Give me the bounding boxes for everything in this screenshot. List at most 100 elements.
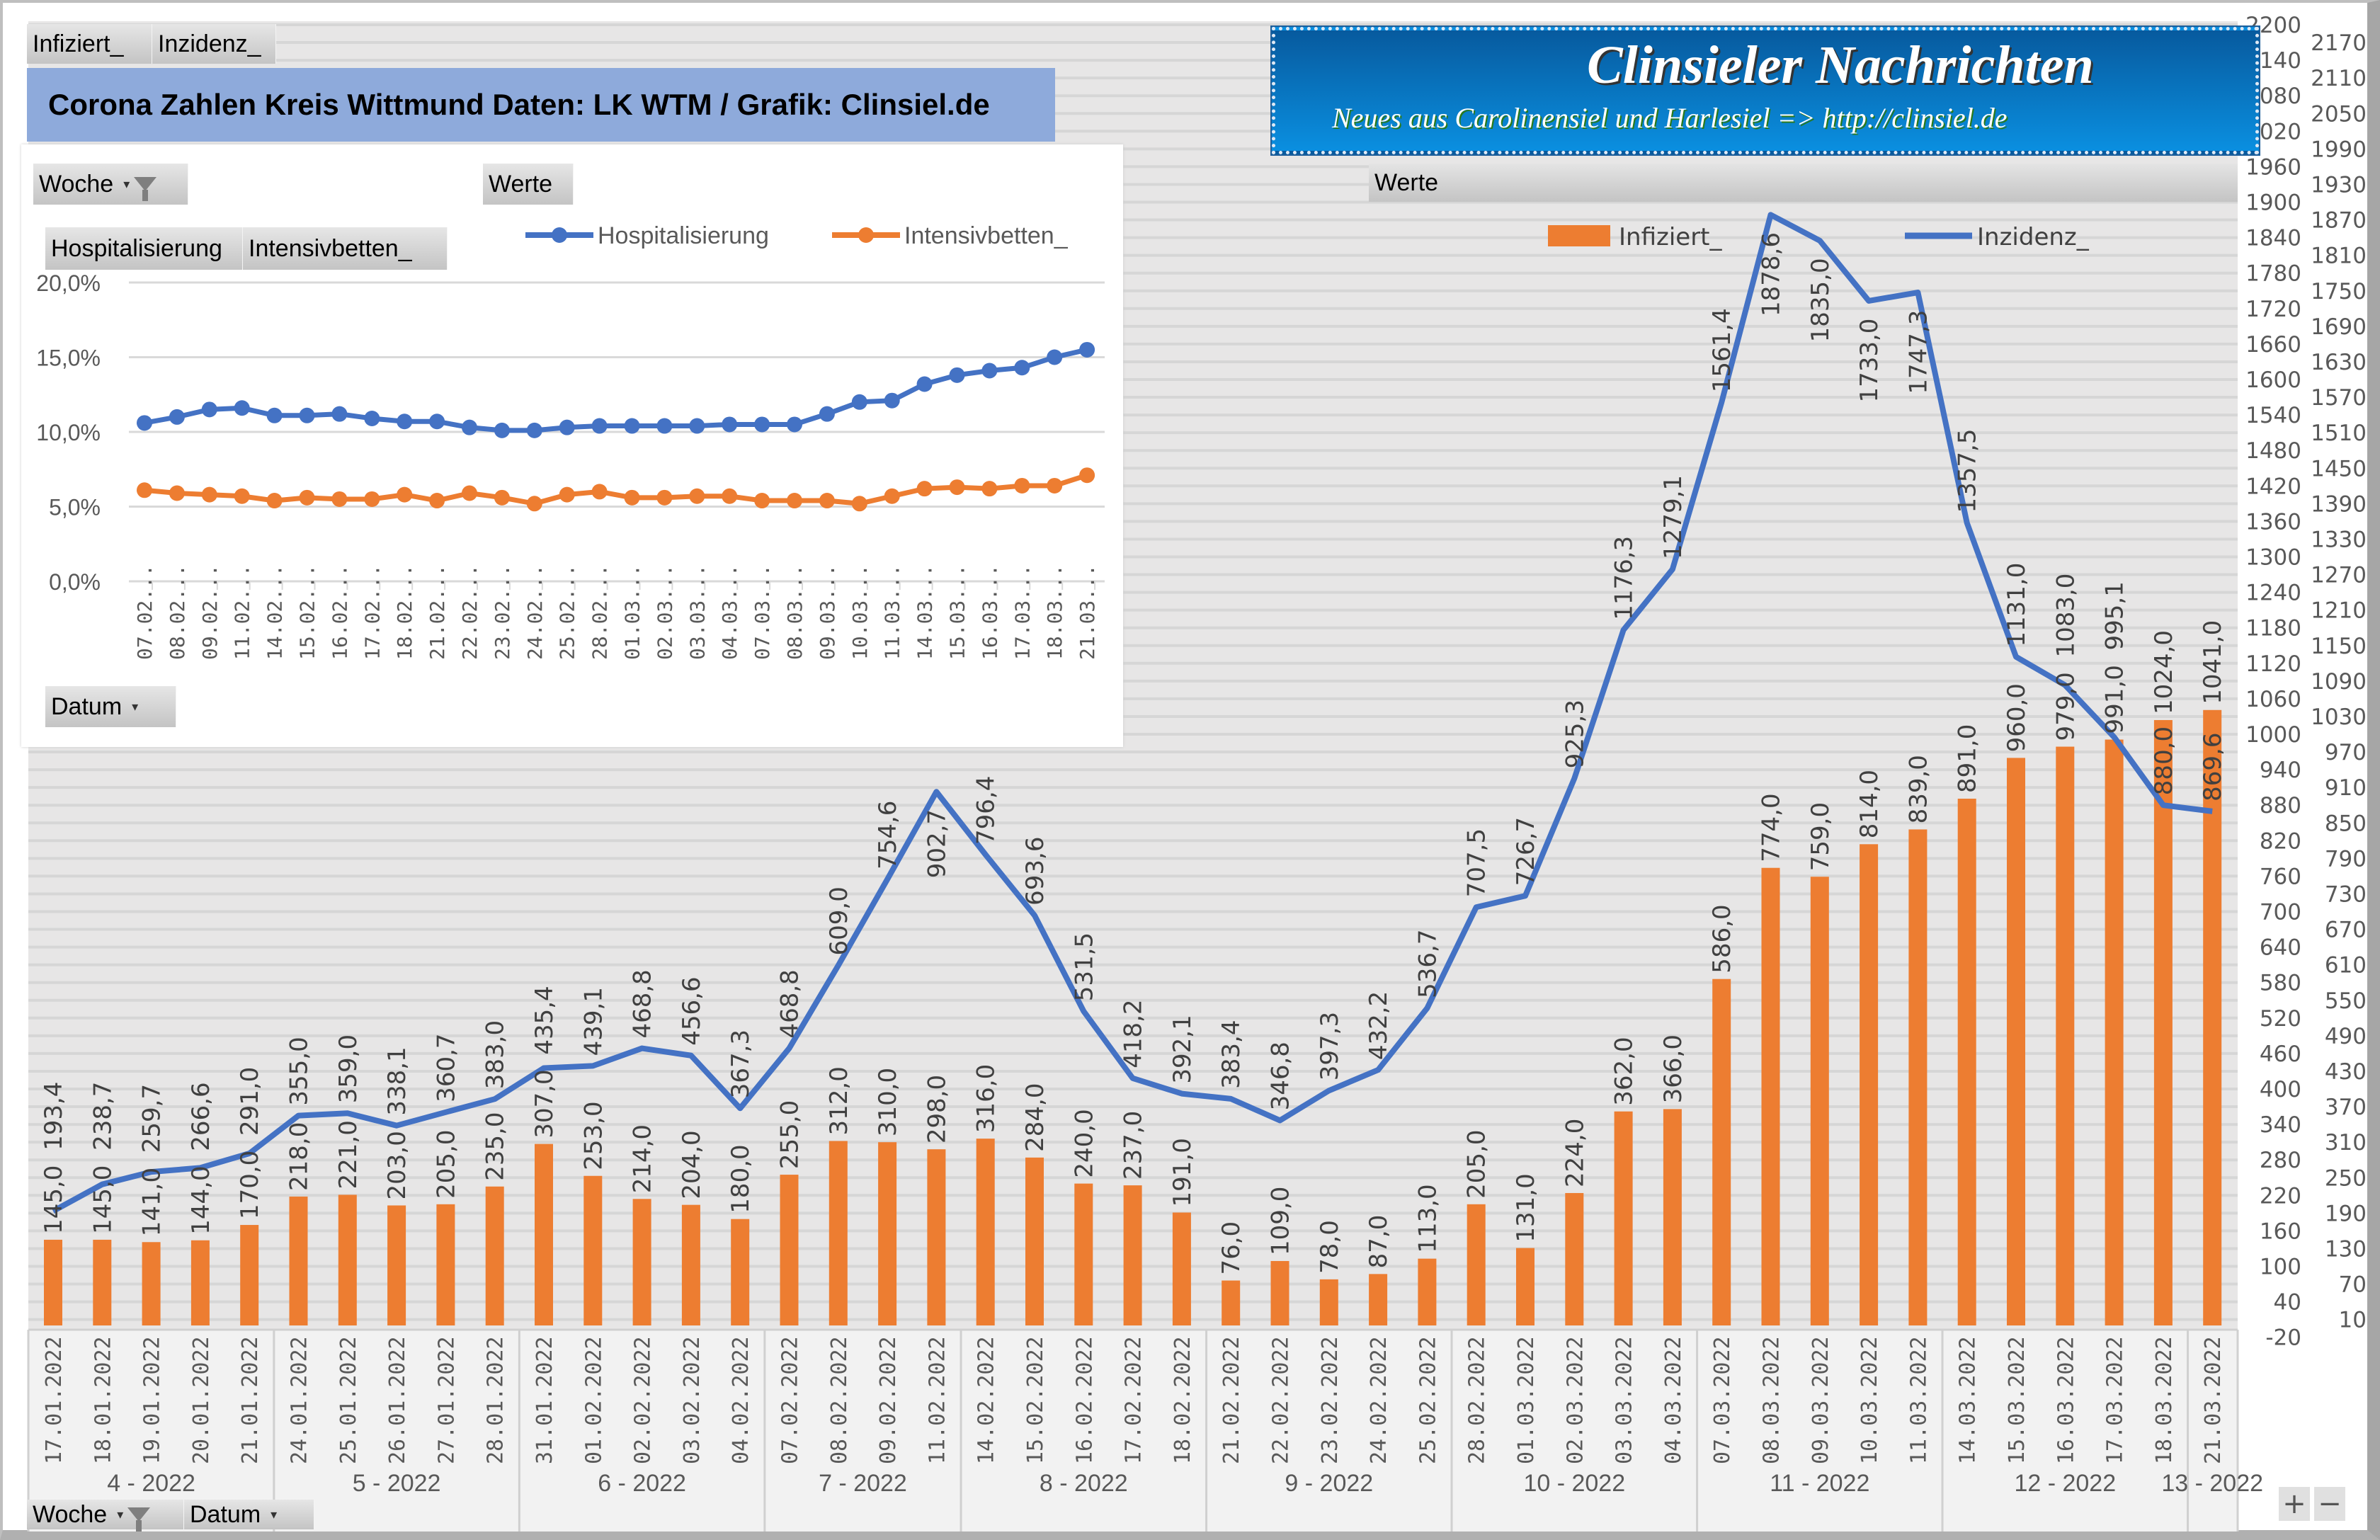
inset-x-axis-label: 07.03... — [751, 564, 774, 660]
line-data-label: 266,6 — [187, 1082, 215, 1151]
bar-infiziert — [878, 1142, 897, 1325]
bar-infiziert — [1516, 1248, 1535, 1325]
line-data-label: 754,6 — [874, 801, 902, 869]
x-axis-date-label: 18.02.2022 — [1171, 1336, 1195, 1464]
x-axis-date-label: 17.01.2022 — [42, 1336, 67, 1464]
bar-data-label: 774,0 — [1758, 793, 1786, 862]
bar-data-label: 255,0 — [776, 1100, 804, 1169]
inset-point-hospitalisierung — [1014, 360, 1030, 376]
x-axis-date-label: 04.03.2022 — [1661, 1336, 1686, 1464]
y-axis-tick-label: 1450 — [2311, 456, 2367, 481]
inset-legend-marker — [858, 227, 874, 243]
inset-y-tick-label: 5,0% — [49, 495, 101, 520]
bar-infiziert — [1614, 1111, 1633, 1325]
werte-button[interactable]: Werte — [483, 164, 574, 205]
woche-axis-filter-button[interactable]: Woche ▾ — [27, 1500, 184, 1532]
inset-line-intensivbetten — [144, 472, 1088, 506]
werte-field-button[interactable]: Werte — [1369, 164, 2238, 202]
line-data-label: 346,8 — [1267, 1042, 1295, 1110]
field-button-inzidenz[interactable]: Inzidenz_ — [152, 24, 276, 64]
x-axis-week-label: 4 - 2022 — [107, 1470, 195, 1497]
y-axis-tick-label: 2110 — [2311, 66, 2367, 91]
y-axis-tick-label: 1960 — [2245, 154, 2301, 180]
x-axis-date-label: 15.02.2022 — [1023, 1336, 1048, 1464]
line-data-label: 468,8 — [629, 969, 657, 1038]
expand-plus-button[interactable]: + — [2279, 1487, 2310, 1521]
bar-infiziert — [1222, 1280, 1241, 1325]
inset-point-hospitalisierung — [722, 416, 738, 433]
y-axis-tick-label: 700 — [2260, 900, 2301, 925]
line-data-label: 291,0 — [236, 1067, 264, 1136]
funnel-icon — [134, 177, 157, 201]
y-axis-tick-label: 1090 — [2311, 669, 2367, 695]
bar-data-label: 145,0 — [40, 1165, 68, 1234]
bar-data-label: 312,0 — [825, 1066, 853, 1135]
x-axis-date-label: 24.01.2022 — [287, 1336, 312, 1464]
y-axis-tick-label: 130 — [2325, 1236, 2367, 1262]
line-data-label: 1733,0 — [1855, 319, 1884, 403]
inset-point-intensivbetten — [397, 486, 413, 503]
datum-label: Datum — [51, 693, 123, 720]
legend-swatch-infiziert — [1548, 225, 1610, 246]
line-data-label: 432,2 — [1365, 991, 1393, 1060]
y-axis-tick-label: 1570 — [2311, 385, 2367, 411]
bar-infiziert — [436, 1204, 455, 1325]
inset-point-intensivbetten — [624, 489, 640, 506]
inset-point-intensivbetten — [429, 493, 445, 509]
field-button-infiziert[interactable]: Infiziert_ — [27, 24, 152, 64]
dropdown-arrow-icon: ▾ — [132, 700, 139, 714]
bar-data-label: 205,0 — [432, 1129, 460, 1198]
line-data-label: 259,7 — [138, 1084, 166, 1153]
inset-x-axis-label: 02.03... — [653, 564, 676, 660]
datum-filter-button[interactable]: Datum ▾ — [45, 686, 176, 727]
line-data-label: 355,0 — [285, 1037, 314, 1105]
bar-infiziert — [2203, 709, 2222, 1325]
inset-y-tick-label: 10,0% — [36, 420, 101, 445]
inset-x-axis-label: 28.02... — [588, 564, 612, 660]
x-axis-week-label: 8 - 2022 — [1040, 1470, 1128, 1497]
bar-infiziert — [1663, 1109, 1682, 1325]
inset-point-intensivbetten — [819, 493, 835, 509]
field-button-intensivbetten[interactable]: Intensivbetten_ — [243, 227, 448, 270]
inset-point-intensivbetten — [299, 489, 315, 506]
bar-infiziert — [142, 1242, 161, 1325]
y-axis-tick-label: 610 — [2325, 953, 2367, 979]
field-label: Hospitalisierung — [51, 235, 222, 262]
collapse-minus-button[interactable]: − — [2314, 1487, 2345, 1521]
line-data-label: 693,6 — [1021, 837, 1049, 906]
y-axis-tick-label: 220 — [2260, 1183, 2301, 1209]
y-axis-tick-label: 40 — [2274, 1290, 2301, 1316]
x-axis-date-label: 16.03.2022 — [2054, 1336, 2078, 1464]
bar-data-label: 366,0 — [1659, 1034, 1687, 1103]
woche-label: Woche — [39, 171, 114, 198]
y-axis-tick-label: 1030 — [2311, 705, 2367, 730]
bar-infiziert — [1418, 1258, 1437, 1325]
bar-infiziert — [1860, 844, 1879, 1325]
line-data-label: 531,5 — [1070, 932, 1098, 1001]
line-data-label: 392,1 — [1168, 1015, 1197, 1083]
bar-infiziert — [976, 1139, 995, 1325]
y-axis-tick-label: 70 — [2339, 1272, 2367, 1298]
x-axis-date-label: 07.02.2022 — [778, 1336, 803, 1464]
inset-point-hospitalisierung — [851, 394, 867, 410]
y-axis-tick-label: 1150 — [2311, 634, 2367, 659]
inset-x-axis-label: 15.02... — [296, 564, 319, 660]
inset-x-axis-label: 15.03... — [946, 564, 969, 660]
bar-infiziert — [289, 1196, 308, 1325]
inset-point-intensivbetten — [656, 489, 673, 506]
datum-axis-filter-button[interactable]: Datum ▾ — [184, 1500, 314, 1529]
inset-x-axis-label: 18.02... — [393, 564, 416, 660]
woche-filter-button[interactable]: Woche ▾ — [33, 164, 188, 205]
line-data-label: 1747,3 — [1904, 310, 1932, 394]
bar-infiziert — [1319, 1279, 1338, 1325]
y-axis-tick-label: 250 — [2325, 1165, 2367, 1191]
y-axis-tick-label: 1180 — [2245, 616, 2301, 641]
bar-infiziert — [338, 1194, 357, 1325]
field-label: Intensivbetten_ — [249, 235, 412, 262]
dropdown-arrow-icon: ▾ — [123, 177, 130, 191]
y-axis-tick-label: 550 — [2325, 988, 2367, 1014]
werte-label: Werte — [489, 171, 553, 198]
field-button-hospitalisierung[interactable]: Hospitalisierung — [45, 227, 243, 270]
inset-chart-panel: 20,0% 15,0% 10,0% 5,0% 0,0% 07.02... 08.02... 0… — [21, 144, 1123, 747]
line-data-label: 609,0 — [825, 886, 853, 955]
